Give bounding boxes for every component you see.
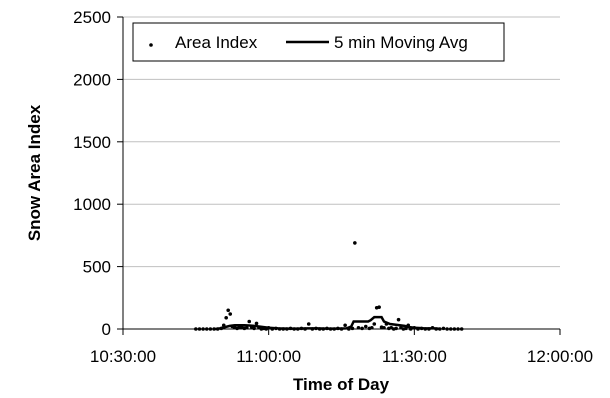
gridlines — [123, 16, 560, 268]
data-point — [353, 241, 357, 245]
data-point — [441, 326, 446, 331]
data-point — [208, 327, 213, 331]
series-area-index — [194, 241, 464, 331]
data-point — [377, 305, 381, 309]
legend-label-area-index: Area Index — [175, 33, 258, 52]
y-tick-label: 1500 — [73, 133, 111, 152]
data-point — [396, 317, 401, 322]
data-point — [224, 315, 228, 320]
y-axis-title: Snow Area Index — [25, 104, 44, 241]
data-point — [201, 327, 205, 331]
data-point — [228, 312, 233, 316]
y-axis-ticks: 0 500 1000 1500 2000 2500 — [73, 8, 123, 339]
data-point — [372, 322, 377, 326]
data-point — [254, 321, 259, 326]
data-point — [445, 327, 449, 331]
y-tick-label: 2500 — [73, 8, 111, 27]
data-point — [438, 327, 442, 331]
data-point — [452, 327, 457, 331]
data-point — [459, 327, 464, 331]
data-point — [382, 325, 386, 330]
data-point — [197, 327, 202, 331]
legend-label-moving-avg: 5 min Moving Avg — [334, 33, 468, 52]
data-point — [370, 325, 374, 330]
data-point — [448, 327, 453, 331]
x-axis-ticks: 10:30:00 11:00:00 11:30:00 12:00:00 — [90, 329, 593, 366]
data-point — [212, 327, 216, 331]
plot-series — [194, 241, 464, 331]
x-axis-title: Time of Day — [293, 375, 390, 394]
data-point — [306, 322, 311, 326]
legend: Area Index 5 min Moving Avg — [132, 22, 505, 62]
data-point — [356, 325, 361, 330]
data-point — [247, 319, 252, 324]
x-tick-label: 10:30:00 — [90, 347, 156, 366]
series-moving-avg-line — [215, 315, 439, 331]
data-point — [456, 327, 460, 331]
legend-marker-area-index — [149, 43, 153, 47]
x-tick-label: 12:00:00 — [527, 347, 593, 366]
data-point — [360, 326, 364, 331]
data-point — [343, 323, 347, 328]
x-tick-label: 11:30:00 — [382, 347, 447, 366]
legend-box — [132, 22, 505, 62]
y-tick-label: 0 — [102, 320, 111, 339]
data-point — [252, 326, 256, 331]
x-tick-label: 11:00:00 — [236, 347, 301, 366]
y-tick-label: 2000 — [73, 70, 111, 89]
data-point — [226, 308, 230, 313]
y-tick-label: 1000 — [73, 195, 111, 214]
data-point — [194, 327, 198, 331]
data-point — [394, 326, 398, 331]
y-tick-label: 500 — [83, 258, 111, 277]
data-point — [363, 324, 368, 329]
data-point — [204, 327, 209, 331]
data-point — [245, 325, 249, 330]
